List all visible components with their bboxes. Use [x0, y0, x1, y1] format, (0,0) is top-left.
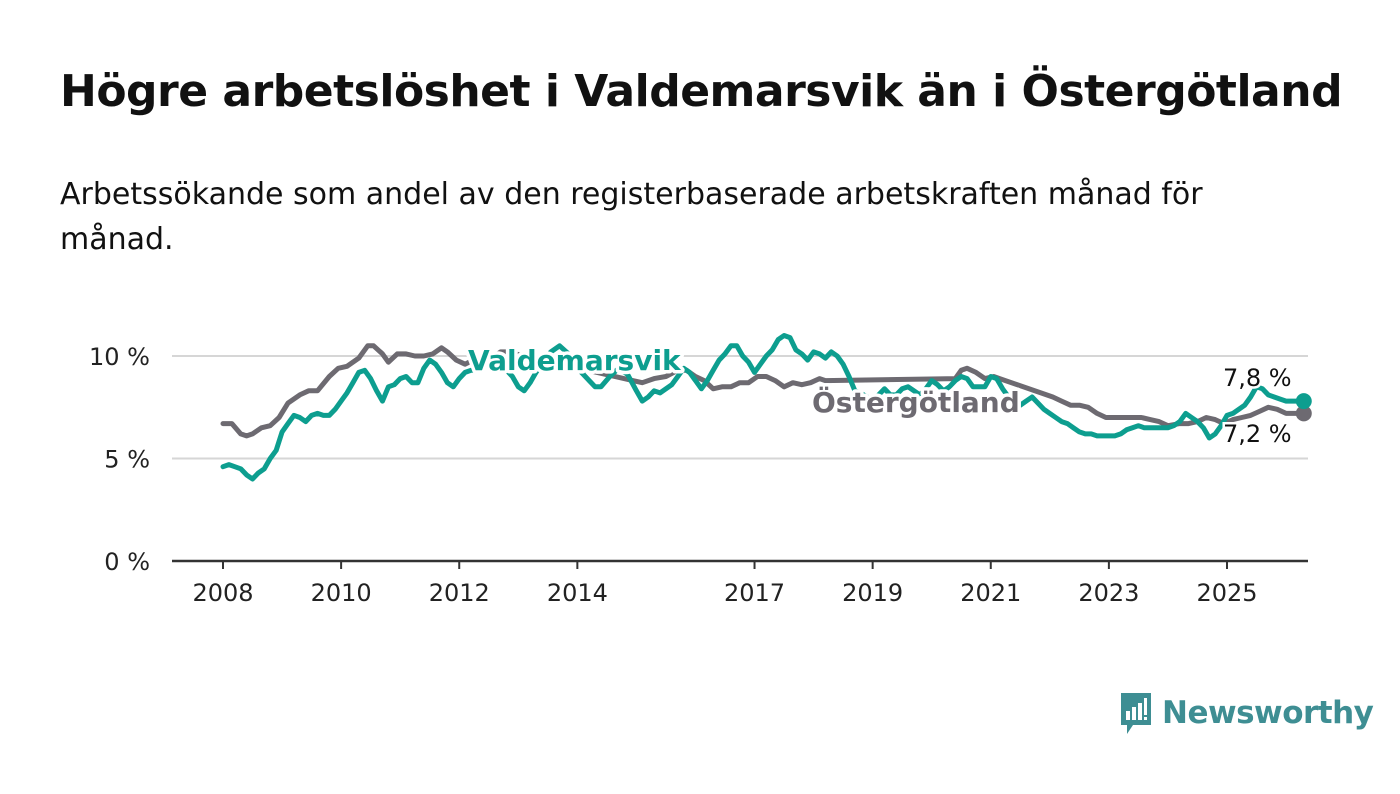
- x-tick-label: 2017: [724, 579, 785, 607]
- x-tick-label: 2023: [1078, 579, 1139, 607]
- gridlines: [172, 355, 1308, 460]
- x-tick-label: 2008: [192, 579, 253, 607]
- series-lines: [220, 333, 1312, 482]
- chart-subtitle: Arbetssökande som andel av den registerb…: [60, 177, 1203, 257]
- end-value-label-valdemarsvik: 7,8 %: [1223, 364, 1292, 392]
- end-marker-valdemarsvik: [1295, 393, 1312, 410]
- end-value-label-stergtland: 7,2 %: [1223, 420, 1292, 448]
- x-tick-label: 2010: [311, 579, 372, 607]
- y-tick-label: 5 %: [104, 446, 150, 474]
- y-tick-label: 10 %: [89, 343, 150, 371]
- bar-chart-speech-bubble-icon: [1121, 693, 1151, 734]
- series-label-stergtland: Östergötland: [812, 385, 1020, 419]
- series-label-valdemarsvik: Valdemarsvik: [468, 344, 682, 377]
- brand-logo: Newsworthy: [1118, 690, 1374, 736]
- x-tick-label: 2019: [842, 579, 903, 607]
- x-tick-label: 2025: [1196, 579, 1257, 607]
- axes: 0 % 5 % 10 % 2008 2010 2012 2014 2017 2019 2021 20…: [89, 343, 1308, 607]
- chart-title: Högre arbetslöshet i Valdemarsvik än i Ö…: [60, 66, 1343, 117]
- series-labels: Östergötland Valdemarsvik 7,2 % 7,8 %: [465, 341, 1295, 451]
- x-tick-label: 2012: [429, 579, 490, 607]
- x-tick-label: 2014: [547, 579, 608, 607]
- series-line-valdemarsvik: [220, 333, 1307, 482]
- end-marker-stergtland: [1295, 405, 1312, 422]
- brand-name: Newsworthy: [1162, 695, 1374, 731]
- x-tick-label: 2021: [960, 579, 1021, 607]
- y-tick-label: 0 %: [104, 548, 150, 576]
